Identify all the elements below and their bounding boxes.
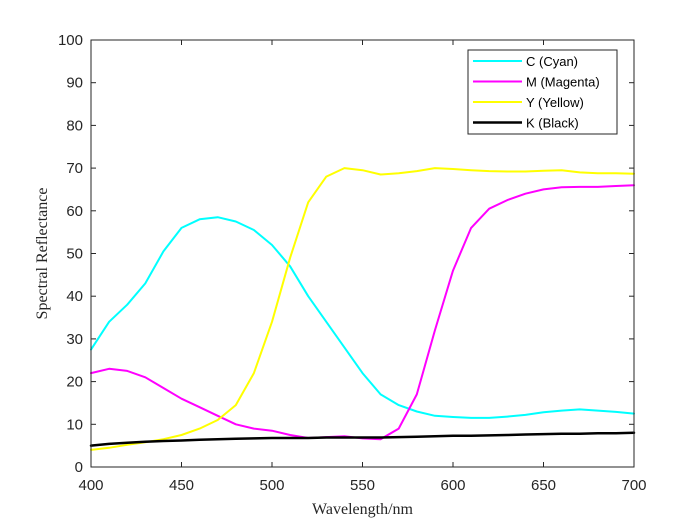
y-tick-label: 70 [66, 160, 83, 177]
y-tick-label: 20 [66, 374, 83, 391]
legend-label: Y (Yellow) [526, 95, 584, 110]
legend: C (Cyan) M (Magenta) Y (Yellow) K (Black) [467, 49, 618, 135]
x-tick-label: 650 [531, 477, 556, 494]
y-tick-label: 90 [66, 75, 83, 92]
x-tick-label: 700 [621, 477, 646, 494]
series-lines [89, 167, 636, 451]
series-line-yellow [90, 167, 635, 451]
x-tick-label: 400 [78, 477, 103, 494]
legend-label: K (Black) [526, 116, 579, 131]
y-tick-label: 40 [66, 288, 83, 305]
y-tick-label: 60 [66, 203, 83, 220]
y-axis-title: Spectral Reflectance [34, 188, 51, 320]
legend-label: C (Cyan) [526, 54, 578, 69]
x-tick-label: 550 [350, 477, 375, 494]
axis-ticks: 400 450 500 550 600 650 700 0 10 20 30 40 50 60 70 80 90… [58, 32, 647, 494]
x-axis-title: Wavelength/nm [312, 501, 413, 518]
x-tick-label: 450 [169, 477, 194, 494]
y-tick-label: 0 [75, 459, 83, 476]
y-tick-label: 10 [66, 416, 83, 433]
x-tick-label: 500 [259, 477, 284, 494]
legend-box [467, 49, 618, 135]
x-tick-label: 600 [440, 477, 465, 494]
series-line-black [89, 431, 636, 447]
y-tick-label: 30 [66, 331, 83, 348]
series-line-cyan [90, 216, 635, 419]
y-tick-label: 80 [66, 117, 83, 134]
legend-label: M (Magenta) [526, 75, 600, 90]
y-tick-label: 50 [66, 246, 83, 263]
y-tick-label: 100 [58, 32, 83, 49]
